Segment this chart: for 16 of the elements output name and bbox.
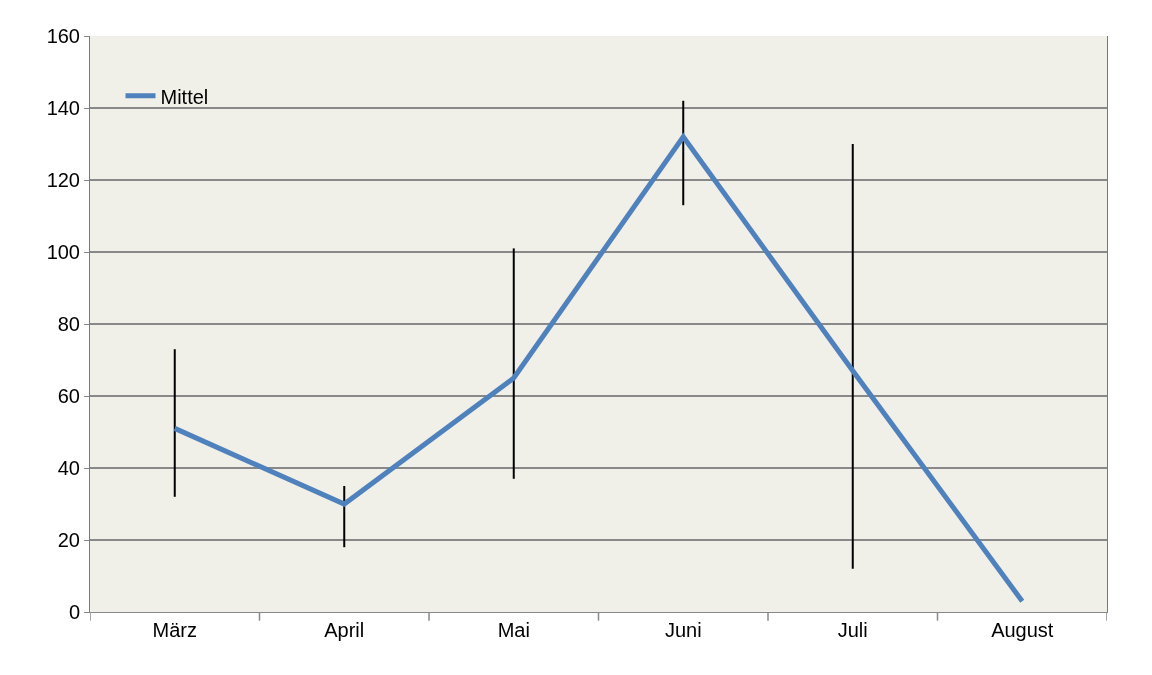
y-tick-label: 140 (46, 97, 80, 119)
y-tick-label: 120 (46, 169, 80, 191)
y-tick-label: 160 (46, 25, 80, 47)
legend-label: Mittel (160, 85, 209, 108)
x-tick-label: Juli (837, 619, 868, 641)
y-tick-label: 80 (57, 313, 80, 335)
y-tick-label: 20 (57, 529, 80, 551)
y-tick-label: 0 (68, 601, 80, 623)
y-tick-label: 40 (57, 457, 80, 479)
x-tick-label: Mai (497, 619, 530, 641)
y-tick-label: 100 (46, 241, 80, 263)
x-tick-label: April (324, 619, 365, 641)
x-tick-label: August (991, 619, 1054, 641)
x-tick-label: März (152, 619, 197, 641)
y-tick-label: 60 (57, 385, 80, 407)
x-tick-label: Juni (664, 619, 702, 641)
